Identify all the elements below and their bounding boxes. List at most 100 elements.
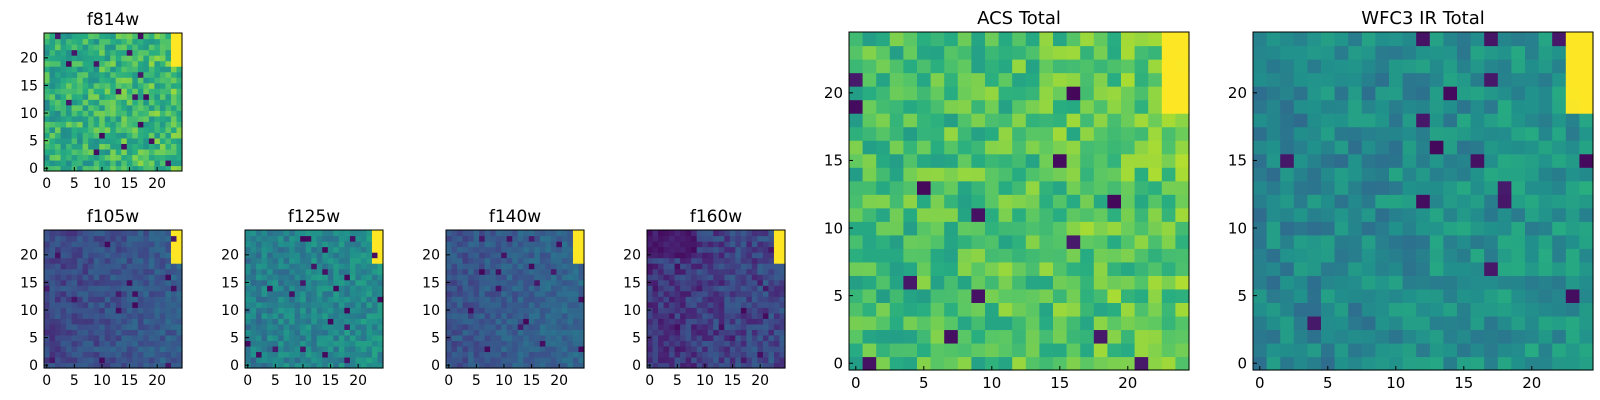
heatmap-cell — [143, 301, 150, 308]
heatmap-cell — [1497, 248, 1512, 263]
heatmap-cell — [550, 318, 557, 325]
heatmap-cell — [462, 340, 469, 347]
heatmap-cell — [66, 268, 73, 275]
heatmap-cell — [724, 301, 731, 308]
heatmap-cell — [1175, 288, 1190, 303]
heatmap-cell — [121, 55, 128, 62]
heatmap-cell — [944, 288, 959, 303]
heatmap-cell — [137, 55, 144, 62]
heatmap-cell — [132, 263, 139, 270]
heatmap-cell — [338, 318, 345, 325]
heatmap-cell — [735, 318, 742, 325]
heatmap-cell — [170, 33, 178, 40]
heatmap-cell — [971, 72, 986, 87]
heatmap-cell — [1552, 315, 1567, 331]
heatmap-cell — [49, 362, 56, 369]
heatmap-cell — [685, 285, 692, 292]
heatmap-cell — [327, 279, 334, 286]
heatmap-cell — [652, 246, 659, 253]
heatmap-cell — [60, 115, 67, 122]
heatmap-cell — [652, 329, 659, 336]
heatmap-cell — [137, 104, 144, 111]
heatmap-cell — [148, 351, 155, 358]
panel-title-wfc3-ir-total: WFC3 IR Total — [1361, 8, 1484, 29]
x-tick-label: 20 — [148, 176, 166, 192]
heatmap-cell — [674, 340, 681, 347]
heatmap-cell — [49, 257, 56, 264]
heatmap-cell — [490, 345, 497, 353]
heatmap-cell — [457, 351, 464, 358]
heatmap-cell — [1148, 288, 1163, 303]
heatmap-cell — [300, 252, 307, 259]
heatmap-cell — [1334, 167, 1349, 182]
heatmap-cell — [1334, 194, 1349, 209]
heatmap-cell — [99, 82, 106, 89]
heatmap-cell — [77, 257, 84, 264]
heatmap-cell — [333, 307, 340, 314]
heatmap-cell — [944, 302, 959, 317]
heatmap-cell — [567, 318, 574, 325]
heatmap-cell — [735, 301, 742, 308]
heatmap-cell — [137, 143, 144, 150]
heatmap-cell — [278, 307, 285, 314]
heatmap-cell — [132, 345, 139, 353]
heatmap-cell — [903, 86, 918, 101]
heatmap-cell — [944, 32, 959, 47]
heatmap-cell — [104, 66, 111, 73]
heatmap-cell — [696, 318, 703, 325]
heatmap-cell — [294, 296, 301, 303]
heatmap-cell — [110, 323, 117, 330]
heatmap-cell — [849, 275, 864, 290]
heatmap-cell — [468, 257, 475, 264]
heatmap-cell — [957, 72, 972, 87]
heatmap-cell — [517, 257, 524, 264]
heatmap-cell — [1429, 167, 1444, 182]
heatmap-cell — [49, 268, 56, 275]
heatmap-cell — [322, 257, 329, 264]
heatmap-cell — [82, 66, 89, 73]
heatmap-cell — [512, 268, 519, 275]
heatmap-cell — [729, 296, 736, 303]
heatmap-cell — [44, 329, 51, 336]
heatmap-cell — [66, 121, 73, 128]
heatmap-cell — [1402, 315, 1417, 331]
heatmap-cell — [1525, 140, 1540, 155]
heatmap-cell — [333, 257, 340, 264]
heatmap-cell — [740, 323, 747, 330]
heatmap-cell — [289, 356, 296, 364]
heatmap-cell — [658, 318, 665, 325]
heatmap-cell — [713, 318, 720, 325]
heatmap-cell — [1066, 59, 1081, 74]
heatmap-cell — [740, 268, 747, 275]
heatmap-cell — [1080, 45, 1095, 60]
heatmap-cell — [1470, 221, 1485, 236]
heatmap-cell — [148, 104, 155, 111]
heatmap-cell — [60, 44, 67, 51]
heatmap-cell — [1280, 275, 1295, 290]
heatmap-cell — [1348, 180, 1363, 195]
heatmap-cell — [99, 318, 106, 325]
heatmap-cell — [1579, 45, 1594, 60]
heatmap-cell — [159, 159, 167, 167]
heatmap-cell — [55, 77, 62, 84]
heatmap-cell — [779, 362, 786, 369]
heatmap-cell — [495, 263, 502, 270]
heatmap-cell — [729, 340, 736, 347]
heatmap-cell — [1012, 207, 1027, 222]
x-tick-label: 0 — [42, 176, 51, 192]
heatmap-cell — [985, 234, 1000, 249]
heatmap-cell — [1066, 329, 1081, 344]
heatmap-cell — [137, 38, 144, 45]
heatmap-cell — [740, 290, 747, 297]
heatmap-cell — [1565, 207, 1580, 222]
heatmap-cell — [998, 59, 1013, 74]
heatmap-cell — [1025, 248, 1040, 263]
heatmap-cell — [366, 257, 373, 264]
heatmap-cell — [1253, 153, 1268, 168]
heatmap-cell — [143, 323, 150, 330]
heatmap-cell — [360, 312, 368, 319]
heatmap-cell — [1080, 234, 1095, 249]
heatmap-cell — [289, 307, 296, 314]
heatmap-cell — [849, 302, 864, 317]
